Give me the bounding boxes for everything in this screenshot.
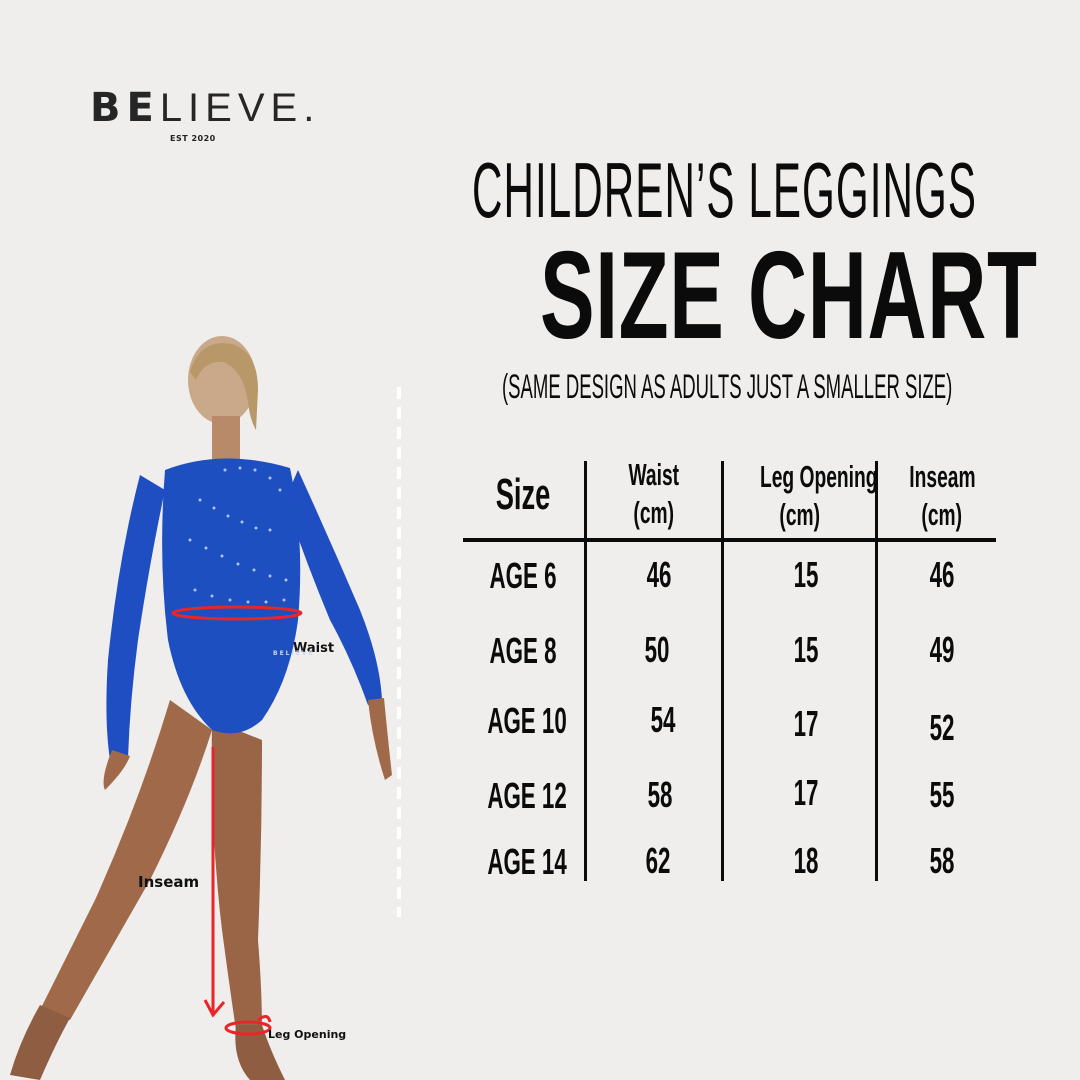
header-waist: Waist (cm) (628, 457, 680, 530)
brand-tagline: EST 2020 (170, 134, 216, 143)
row-waist: 62 (645, 840, 671, 881)
row-leg-opening: 15 (794, 629, 819, 670)
brand-logo: BELIEVE. (90, 85, 314, 131)
waist-label: Waist (293, 641, 335, 656)
row-waist: 46 (646, 554, 672, 595)
title-line-1: CHILDREN’S LEGGINGS (472, 146, 978, 234)
row-leg-opening: 18 (794, 840, 819, 881)
subtitle: (SAME DESIGN AS ADULTS JUST A SMALLER SI… (502, 368, 953, 406)
row-leg-opening: 15 (794, 554, 819, 595)
dashed-divider (397, 387, 401, 917)
row-size: AGE 6 (489, 555, 557, 596)
row-leg-opening: 17 (794, 772, 819, 813)
row-waist: 58 (647, 774, 673, 815)
row-size: AGE 12 (487, 775, 567, 816)
row-size: AGE 8 (489, 630, 557, 671)
row-size: AGE 10 (487, 700, 567, 741)
table-column-divider (584, 461, 587, 881)
leg-opening-label: Leg Opening (268, 1028, 347, 1041)
row-inseam: 58 (929, 840, 955, 881)
row-inseam: 55 (929, 774, 955, 815)
table-column-divider (721, 461, 724, 881)
garment-print: BELIEVE (273, 650, 315, 657)
table-column-divider (875, 461, 878, 881)
model-photo (10, 336, 392, 1080)
leg-opening-measure-ring (224, 1020, 272, 1036)
title-size-chart: SIZE CHART (540, 227, 1038, 365)
row-waist: 54 (650, 699, 676, 740)
logo-bold-part: BE (90, 85, 160, 131)
header-leg-opening: Leg Opening (cm) (759, 459, 878, 532)
logo-light-part: LIEVE. (159, 86, 321, 130)
waist-measure-ring (171, 605, 303, 621)
row-inseam: 46 (929, 554, 955, 595)
inseam-label: Inseam (138, 873, 200, 891)
row-leg-opening: 17 (794, 703, 819, 744)
header-inseam: Inseam (cm) (908, 459, 976, 532)
row-waist: 50 (644, 629, 670, 670)
row-size: AGE 14 (487, 841, 567, 882)
header-size: Size (496, 470, 551, 519)
row-inseam: 52 (929, 707, 955, 748)
table-header-divider (463, 538, 996, 542)
row-inseam: 49 (929, 629, 955, 670)
